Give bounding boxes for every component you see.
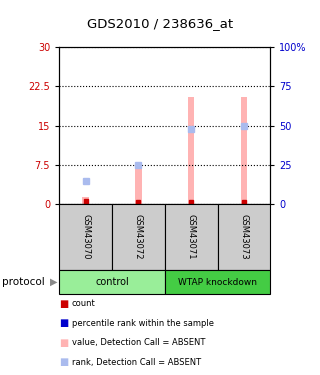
Text: ■: ■ (59, 338, 68, 348)
Text: ■: ■ (59, 299, 68, 309)
Text: rank, Detection Call = ABSENT: rank, Detection Call = ABSENT (72, 358, 201, 367)
Bar (188, 97, 194, 204)
Text: GSM43071: GSM43071 (187, 214, 196, 260)
Text: ■: ■ (59, 357, 68, 367)
Text: GSM43073: GSM43073 (239, 214, 249, 260)
Bar (83, 196, 89, 204)
Text: count: count (72, 299, 96, 308)
Text: GDS2010 / 238636_at: GDS2010 / 238636_at (87, 17, 233, 30)
Text: GSM43070: GSM43070 (81, 214, 90, 260)
Text: WTAP knockdown: WTAP knockdown (178, 278, 257, 286)
Text: ■: ■ (59, 318, 68, 328)
Text: protocol: protocol (2, 277, 44, 287)
Text: value, Detection Call = ABSENT: value, Detection Call = ABSENT (72, 338, 205, 347)
Bar (241, 97, 247, 204)
Text: ▶: ▶ (50, 277, 58, 287)
Bar (135, 166, 141, 204)
Text: percentile rank within the sample: percentile rank within the sample (72, 319, 214, 328)
Text: control: control (95, 277, 129, 287)
Text: GSM43072: GSM43072 (134, 214, 143, 260)
